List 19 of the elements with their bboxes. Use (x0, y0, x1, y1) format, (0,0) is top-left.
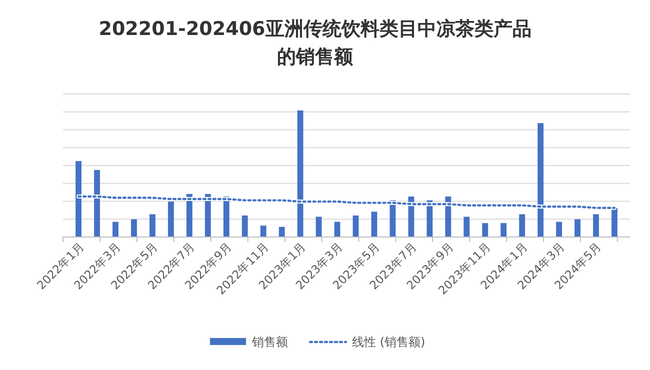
bar (260, 226, 266, 237)
bar (131, 219, 137, 237)
bar (242, 215, 248, 237)
bar (352, 215, 359, 237)
bar (574, 219, 580, 237)
bar (500, 223, 507, 237)
legend-label: 销售额 (251, 335, 288, 349)
bar (371, 212, 378, 237)
legend-label: 线性 (销售额) (352, 335, 426, 349)
bar (316, 216, 322, 237)
bar (278, 226, 285, 237)
bar (519, 214, 526, 237)
bar (464, 216, 470, 237)
bar (112, 222, 118, 237)
bar (556, 222, 562, 237)
chart-title: 202201-202406亚洲传统饮料类目中凉茶类产品的销售额 (98, 18, 532, 68)
bar (593, 214, 599, 237)
bar (149, 214, 156, 237)
bar (482, 223, 488, 237)
